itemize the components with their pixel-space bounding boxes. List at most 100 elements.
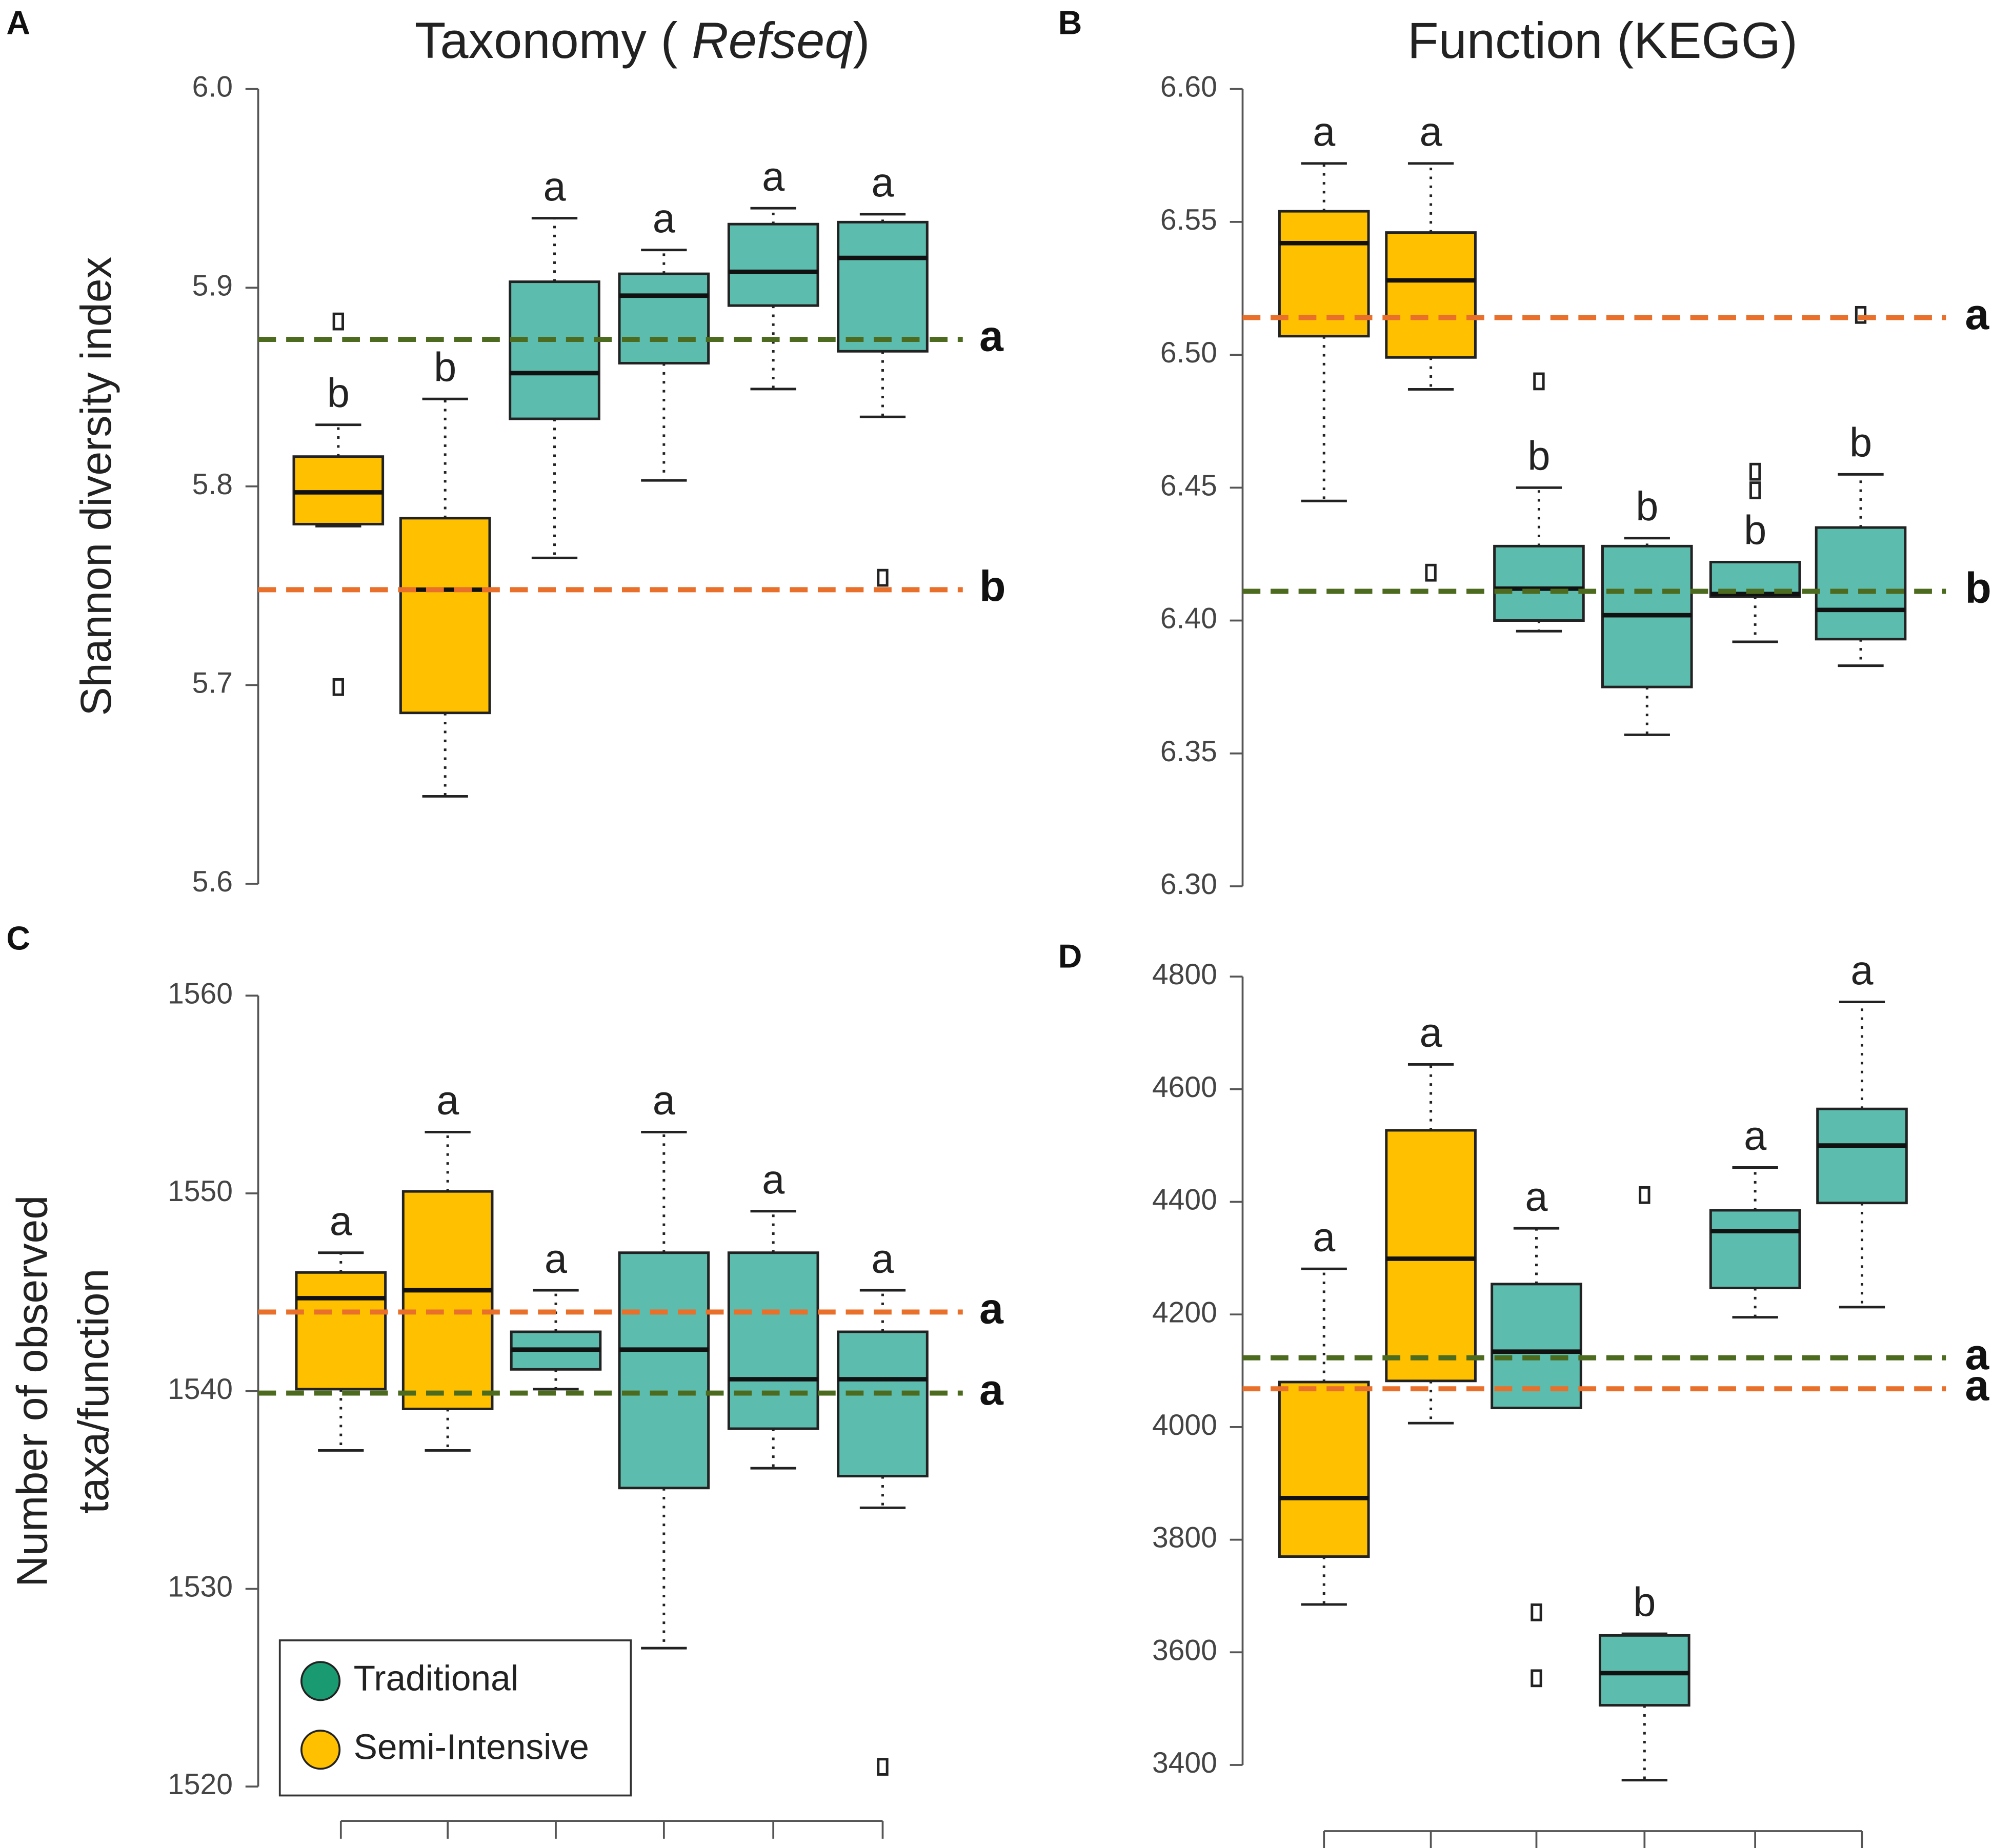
outlier: [1531, 1669, 1542, 1688]
y-tick-label: 3400: [1152, 1747, 1217, 1779]
legend-swatch: [300, 1661, 341, 1701]
group-letter: a: [653, 1078, 676, 1123]
group-letter: b: [1633, 1579, 1656, 1624]
group-letter: a: [436, 1078, 459, 1123]
group-letter: a: [871, 1235, 894, 1281]
group-letter: b: [327, 370, 350, 416]
y-tick-label: 4400: [1152, 1184, 1217, 1216]
legend-label: Semi-Intensive: [354, 1727, 589, 1767]
y-tick-label: 5.7: [192, 666, 233, 699]
group-letter: b: [1636, 483, 1658, 529]
group-letter: b: [1849, 420, 1872, 465]
y-axis-label: Shannon diversity index: [72, 257, 120, 716]
group-letter: a: [330, 1198, 353, 1244]
box: [837, 220, 929, 353]
outlier: [1855, 306, 1867, 324]
group-letter: a: [1420, 109, 1443, 154]
reference-letter: a: [979, 1285, 1004, 1333]
y-tick-label: 5.8: [192, 468, 233, 501]
y-tick-label: 6.30: [1160, 868, 1217, 901]
y-axis-label: taxa/function: [69, 1269, 117, 1514]
reference-letter: a: [1965, 1361, 1989, 1409]
reference-letter: a: [979, 312, 1004, 360]
group-letter: a: [1313, 109, 1336, 154]
group-letter: a: [1525, 1173, 1548, 1219]
box: [1278, 1380, 1370, 1558]
y-tick-label: 4200: [1152, 1296, 1217, 1329]
y-tick-label: 3800: [1152, 1521, 1217, 1554]
reference-letter: a: [979, 1366, 1004, 1414]
group-letter: a: [543, 164, 566, 209]
outlier: [1533, 372, 1545, 391]
box: [618, 1251, 710, 1490]
box: [1278, 210, 1370, 338]
title-part: ): [853, 12, 870, 69]
box: [1385, 1129, 1477, 1383]
group-letter: b: [1527, 433, 1550, 479]
box: [1493, 544, 1585, 622]
y-tick-label: 6.40: [1160, 602, 1217, 635]
group-letter: a: [545, 1235, 568, 1281]
panel-label: D: [1058, 938, 1082, 974]
y-tick-label: 1550: [168, 1175, 233, 1208]
y-tick-label: 6.50: [1160, 336, 1217, 369]
y-tick-label: 4600: [1152, 1071, 1217, 1104]
group-letter: a: [653, 195, 676, 241]
chart-title: Function (KEGG): [1407, 12, 1798, 69]
title-part: Refseq: [692, 12, 853, 69]
group-letter: b: [1744, 507, 1766, 553]
outlier: [1639, 1186, 1650, 1204]
box: [618, 272, 710, 365]
y-tick-label: 4000: [1152, 1409, 1217, 1441]
box: [509, 280, 600, 420]
box: [1709, 1209, 1801, 1290]
y-tick-label: 1520: [168, 1768, 233, 1801]
legend-label: Traditional: [354, 1658, 519, 1698]
reference-letter: b: [1965, 564, 1991, 612]
y-tick-label: 6.45: [1160, 469, 1217, 502]
panel-label: A: [6, 5, 30, 42]
y-tick-label: 1560: [168, 977, 233, 1010]
legend-swatch: [300, 1730, 341, 1770]
group-letter: a: [762, 1156, 785, 1202]
reference-letter: a: [1965, 1330, 1989, 1378]
outlier: [332, 312, 344, 331]
outlier: [1425, 563, 1437, 582]
box: [1816, 1107, 1908, 1205]
reference-letter: b: [979, 562, 1006, 611]
box: [727, 1251, 819, 1430]
group-letter: b: [434, 344, 456, 390]
group-letter: a: [1420, 1010, 1443, 1055]
y-tick-label: 5.6: [192, 865, 233, 898]
y-tick-label: 4800: [1152, 958, 1217, 991]
box: [837, 1330, 929, 1478]
reference-letter: a: [1965, 290, 1989, 338]
y-tick-label: 1530: [168, 1571, 233, 1603]
y-tick-label: 5.9: [192, 269, 233, 302]
box: [1599, 1634, 1690, 1707]
group-letter: a: [762, 153, 785, 199]
panel-label: B: [1058, 5, 1082, 42]
group-letter: a: [1313, 1214, 1336, 1260]
legend-box: [278, 1639, 632, 1797]
title-part: Taxonomy (: [415, 12, 692, 69]
outlier: [1749, 481, 1761, 499]
group-letter: a: [1850, 947, 1874, 993]
chart-title: Taxonomy ( Refseq): [415, 12, 870, 69]
y-tick-label: 6.60: [1160, 71, 1217, 104]
box: [399, 517, 491, 715]
outlier: [877, 1758, 889, 1776]
outlier: [332, 678, 344, 696]
outlier: [1749, 462, 1761, 481]
box: [1385, 231, 1477, 359]
y-tick-label: 6.55: [1160, 204, 1217, 236]
outlier: [877, 568, 889, 587]
box: [727, 222, 819, 307]
y-tick-label: 3600: [1152, 1634, 1217, 1667]
outlier: [1531, 1603, 1542, 1621]
y-axis-label: Number of observed: [8, 1195, 56, 1587]
title-part: Function (KEGG): [1407, 12, 1798, 69]
y-tick-label: 6.0: [192, 71, 233, 104]
box: [1815, 526, 1907, 641]
